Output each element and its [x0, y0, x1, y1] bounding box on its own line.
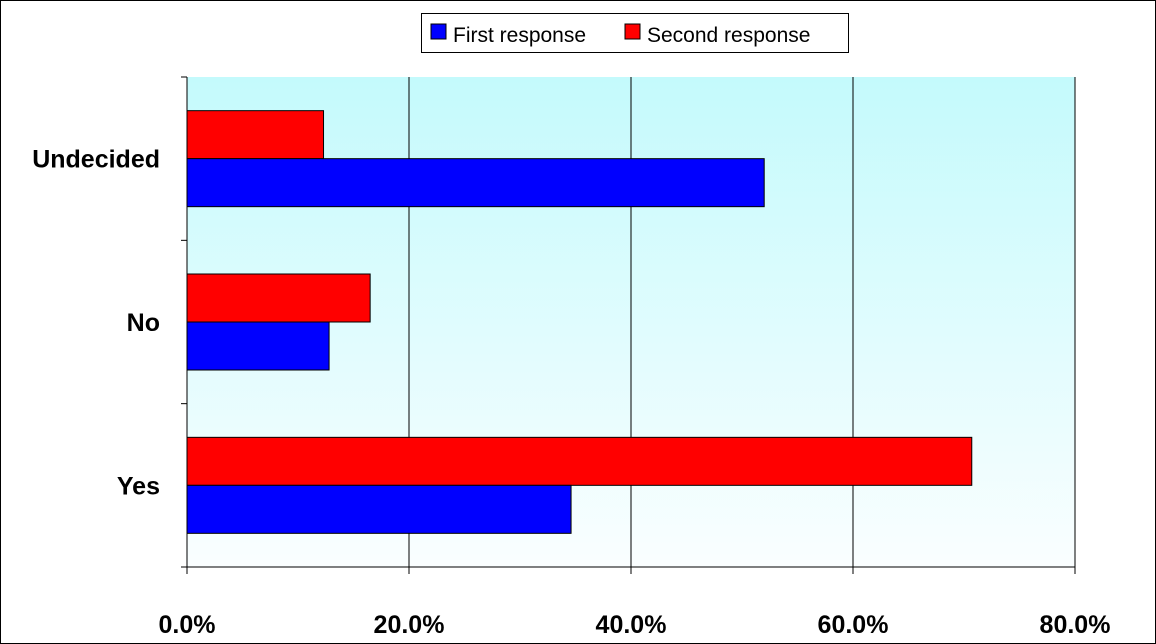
legend-swatch-first-response: [430, 23, 447, 40]
x-tick-label: 60.0%: [818, 611, 889, 639]
bar-first-response-no: [186, 321, 330, 371]
category-label-no: No: [127, 309, 160, 337]
legend-swatch-second-response: [624, 23, 641, 40]
legend-label-second-response: Second response: [647, 24, 810, 47]
legend: First response Second response: [421, 13, 849, 53]
bar-first-response-yes: [186, 484, 572, 534]
bars: [186, 110, 973, 534]
category-label-undecided: Undecided: [32, 146, 160, 174]
bar-second-response-yes: [186, 436, 973, 486]
tick-labels: 0.0% 20.0% 40.0% 60.0% 80.0%: [159, 611, 1111, 639]
x-tick-label: 0.0%: [159, 611, 216, 639]
bar-first-response-undecided: [186, 158, 765, 208]
x-tick-label: 80.0%: [1040, 611, 1111, 639]
legend-label-first-response: First response: [453, 24, 586, 47]
bar-second-response-no: [186, 273, 371, 323]
bar-second-response-undecided: [186, 110, 325, 160]
category-label-yes: Yes: [117, 472, 160, 500]
axes: [181, 76, 1076, 574]
category-labels: Yes No Undecided: [32, 146, 160, 501]
x-tick-label: 40.0%: [596, 611, 667, 639]
x-tick-label: 20.0%: [374, 611, 445, 639]
